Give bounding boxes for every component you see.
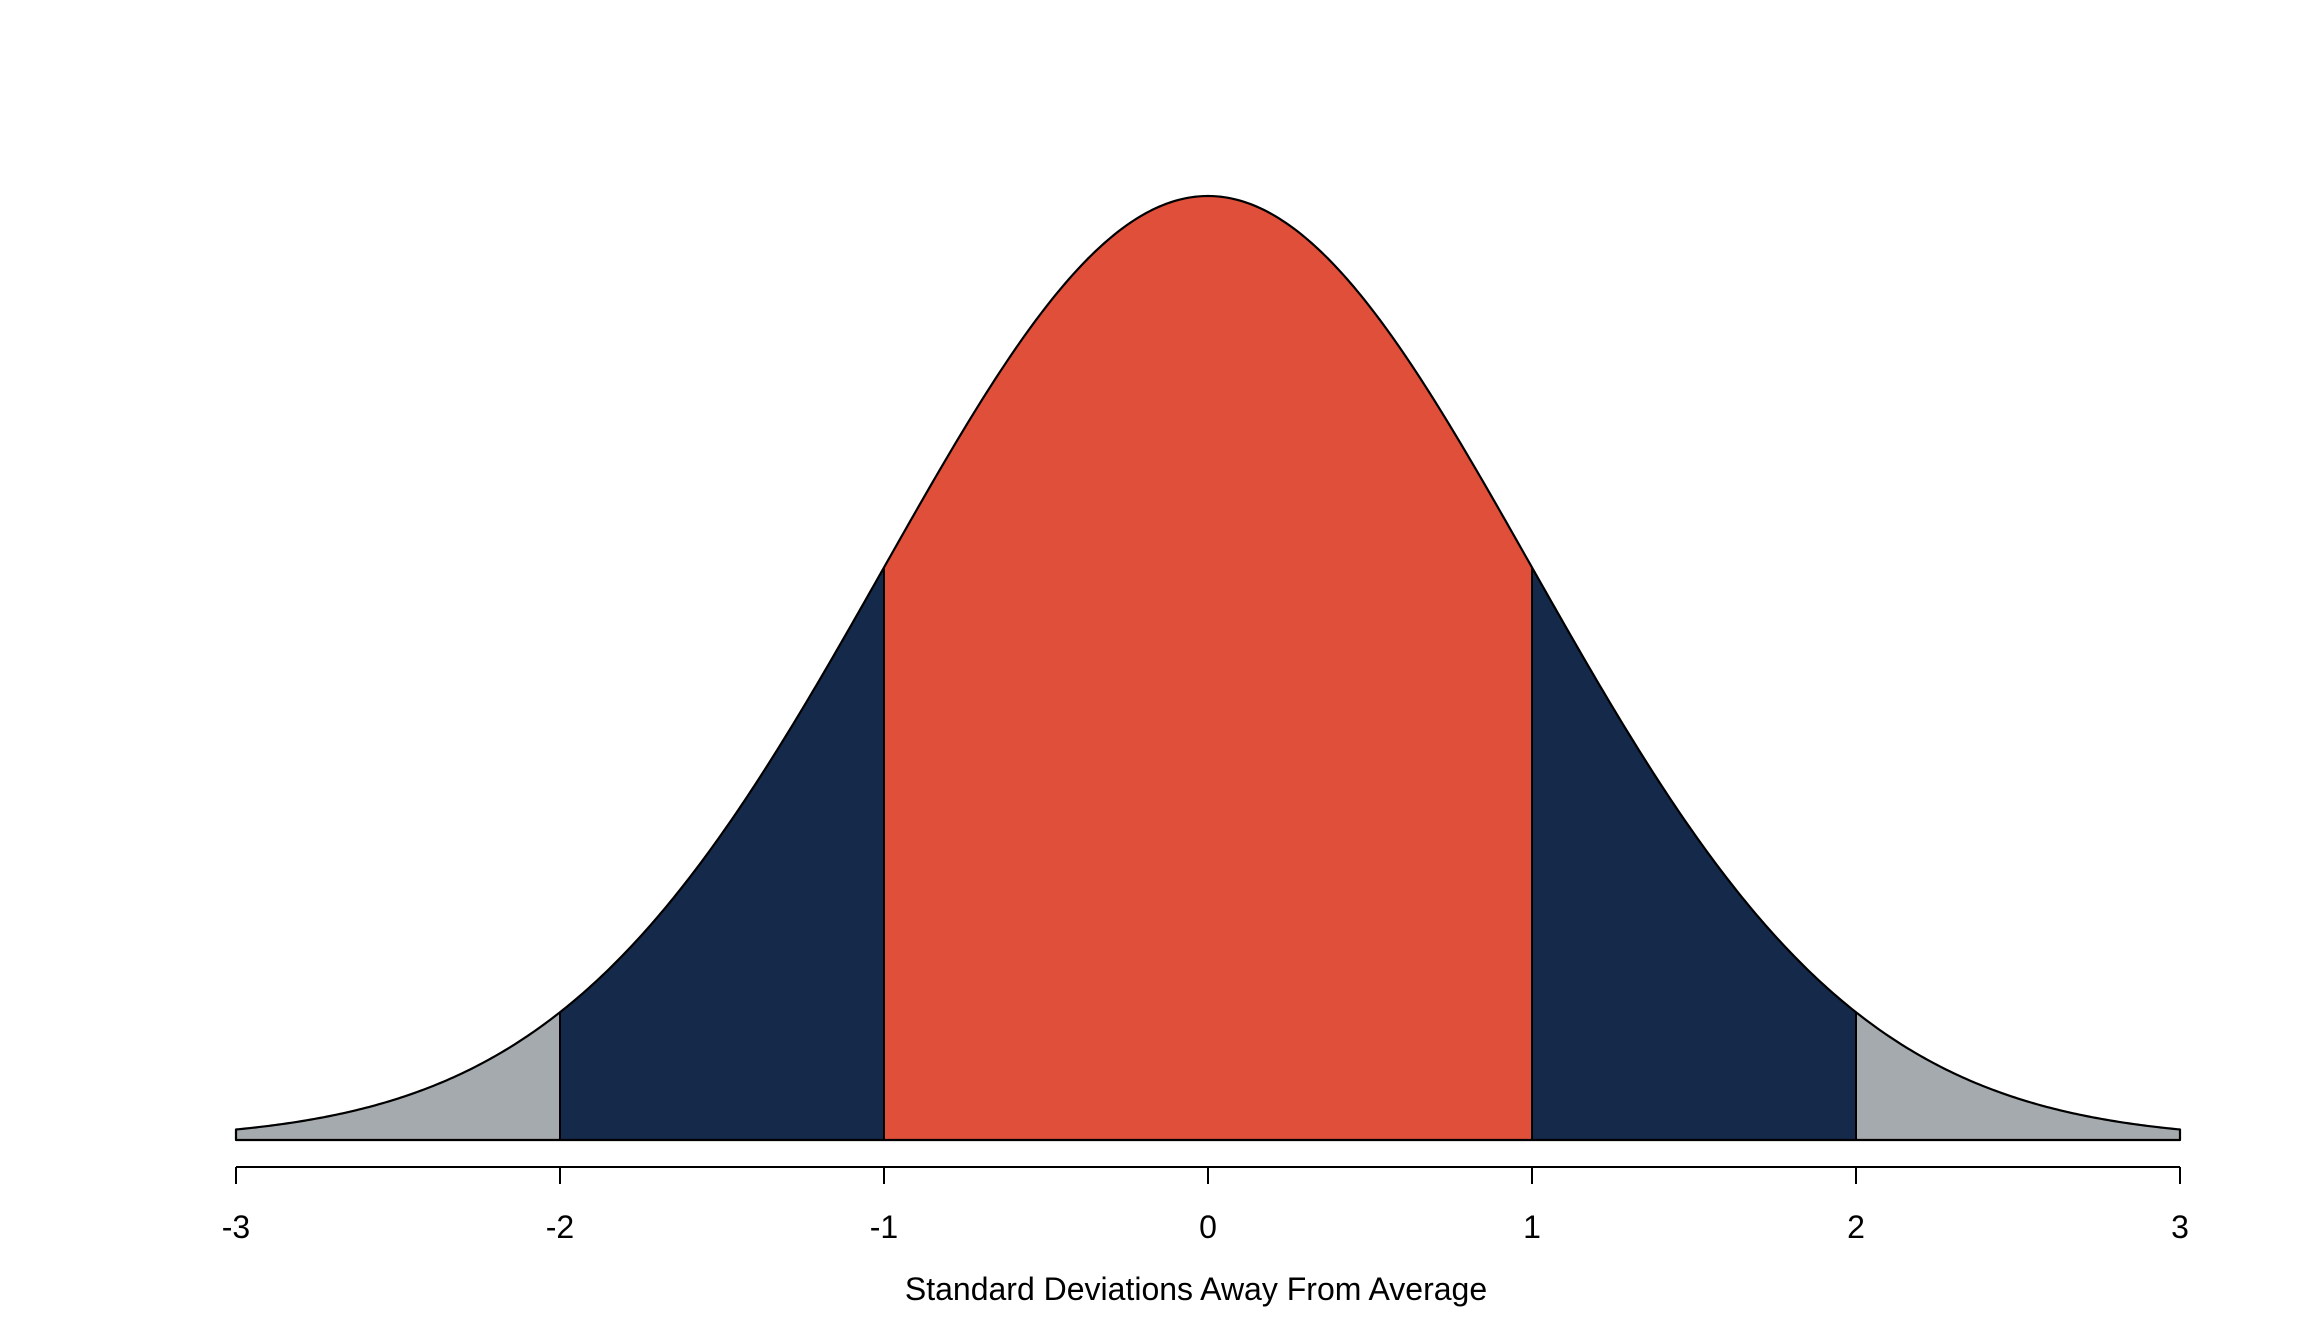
region-1	[560, 567, 884, 1140]
x-tick-label-2: -1	[870, 1209, 898, 1245]
x-axis-title: Standard Deviations Away From Average	[905, 1271, 1487, 1307]
x-tick-label-5: 2	[1847, 1209, 1865, 1245]
x-tick-label-3: 0	[1199, 1209, 1217, 1245]
x-tick-label-4: 1	[1523, 1209, 1541, 1245]
boundaries-layer	[559, 567, 1857, 1140]
x-tick-label-6: 3	[2171, 1209, 2189, 1245]
region-2	[884, 196, 1532, 1140]
x-tick-label-1: -2	[546, 1209, 574, 1245]
region-0	[236, 1012, 560, 1140]
x-axis: -3 -2 -1 0 1 2 3	[222, 1166, 2189, 1245]
curve-layer	[234, 194, 2182, 1142]
regions-layer	[236, 196, 2180, 1140]
region-3	[1532, 567, 1856, 1140]
x-tick-label-0: -3	[222, 1209, 250, 1245]
density-curve-outline	[234, 194, 2182, 1142]
region-4	[1856, 1012, 2180, 1140]
